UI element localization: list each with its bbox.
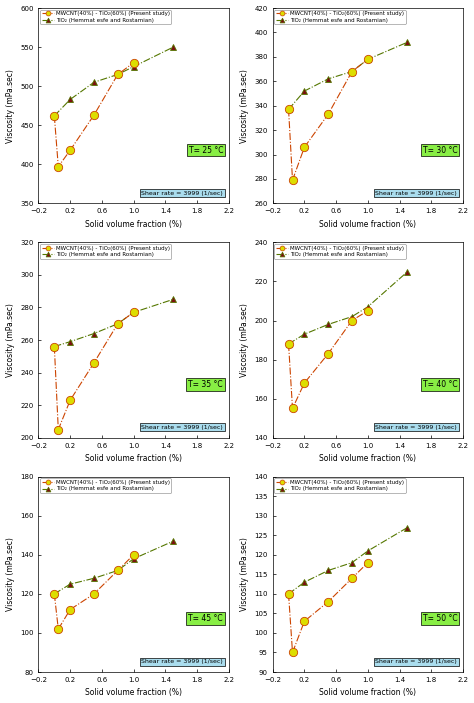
Y-axis label: Viscosity (mPa.sec): Viscosity (mPa.sec) (240, 69, 249, 143)
Legend: MWCNT(40%) - TiO₂(60%) (Present study), TiO₂ (Hemmat esfe and Rostamian): MWCNT(40%) - TiO₂(60%) (Present study), … (274, 244, 406, 259)
X-axis label: Solid volume fraction (%): Solid volume fraction (%) (319, 220, 416, 228)
X-axis label: Solid volume fraction (%): Solid volume fraction (%) (85, 688, 182, 697)
Y-axis label: Viscosity (mPa.sec): Viscosity (mPa.sec) (240, 537, 249, 612)
X-axis label: Solid volume fraction (%): Solid volume fraction (%) (85, 454, 182, 463)
Y-axis label: Viscosity (mPa.sec): Viscosity (mPa.sec) (6, 69, 15, 143)
Legend: MWCNT(40%) - TiO₂(60%) (Present study), TiO₂ (Hemmat esfe and Rostamian): MWCNT(40%) - TiO₂(60%) (Present study), … (40, 244, 172, 259)
Text: T= 35 °C: T= 35 °C (188, 380, 223, 389)
Text: Shear rate = 3999 (1/sec): Shear rate = 3999 (1/sec) (375, 191, 457, 195)
Legend: MWCNT(40%) - TiO₂(60%) (Present study), TiO₂ (Hemmat esfe and Rostamian): MWCNT(40%) - TiO₂(60%) (Present study), … (274, 10, 406, 25)
Text: T= 30 °C: T= 30 °C (423, 146, 457, 155)
Y-axis label: Viscosity (mPa.sec): Viscosity (mPa.sec) (6, 537, 15, 612)
Text: Shear rate = 3999 (1/sec): Shear rate = 3999 (1/sec) (141, 191, 223, 195)
Legend: MWCNT(40%) - TiO₂(60%) (Present study), TiO₂ (Hemmat esfe and Rostamian): MWCNT(40%) - TiO₂(60%) (Present study), … (40, 478, 172, 493)
Legend: MWCNT(40%) - TiO₂(60%) (Present study), TiO₂ (Hemmat esfe and Rostamian): MWCNT(40%) - TiO₂(60%) (Present study), … (40, 10, 172, 25)
Text: T= 50 °C: T= 50 °C (423, 614, 457, 623)
Text: Shear rate = 3999 (1/sec): Shear rate = 3999 (1/sec) (375, 425, 457, 430)
Legend: MWCNT(40%) - TiO₂(60%) (Present study), TiO₂ (Hemmat esfe and Rostamian): MWCNT(40%) - TiO₂(60%) (Present study), … (274, 478, 406, 493)
Y-axis label: Viscosity (mPa.sec): Viscosity (mPa.sec) (6, 303, 15, 377)
Text: T= 45 °C: T= 45 °C (188, 614, 223, 623)
Text: T= 40 °C: T= 40 °C (423, 380, 457, 389)
X-axis label: Solid volume fraction (%): Solid volume fraction (%) (85, 220, 182, 228)
Text: Shear rate = 3999 (1/sec): Shear rate = 3999 (1/sec) (141, 425, 223, 430)
Text: Shear rate = 3999 (1/sec): Shear rate = 3999 (1/sec) (141, 659, 223, 664)
X-axis label: Solid volume fraction (%): Solid volume fraction (%) (319, 454, 416, 463)
Text: Shear rate = 3999 (1/sec): Shear rate = 3999 (1/sec) (375, 659, 457, 664)
Text: T= 25 °C: T= 25 °C (189, 146, 223, 155)
X-axis label: Solid volume fraction (%): Solid volume fraction (%) (319, 688, 416, 697)
Y-axis label: Viscosity (mPa.sec): Viscosity (mPa.sec) (240, 303, 249, 377)
